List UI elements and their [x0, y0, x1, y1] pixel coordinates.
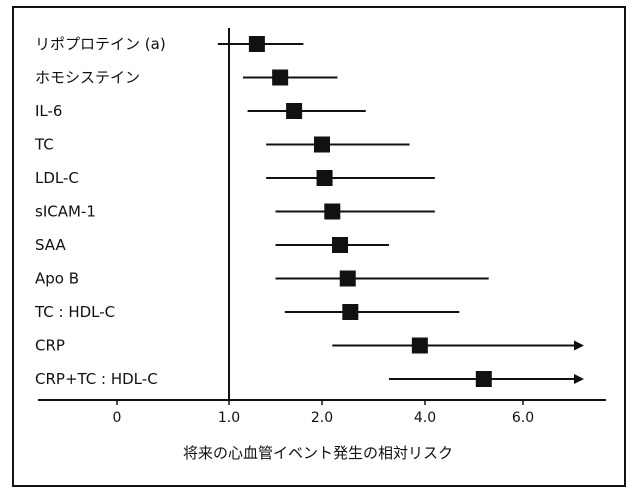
x-tick-label: 6.0 [512, 410, 534, 426]
point-estimate [411, 337, 428, 354]
forest-row: ホモシステイン [35, 69, 338, 87]
point-estimate [324, 203, 341, 220]
point-estimate [314, 136, 330, 153]
forest-row: Apo B [35, 270, 489, 288]
forest-row: TC : HDL-C [34, 303, 460, 321]
point-estimate [316, 170, 333, 186]
forest-row: CRP [35, 337, 584, 355]
row-label: IL-6 [35, 102, 62, 120]
forest-row: TC [34, 136, 410, 154]
row-label: TC : HDL-C [34, 303, 115, 321]
forest-row: IL-6 [35, 102, 366, 120]
forest-row: LDL-C [35, 169, 435, 187]
row-label: CRP [35, 337, 65, 355]
point-estimate [475, 371, 492, 387]
x-tick-label: 2.0 [311, 410, 333, 426]
row-label: TC [34, 136, 54, 154]
x-axis-label: 将来の心血管イベント発生の相対リスク [183, 444, 453, 462]
row-label: sICAM-1 [35, 203, 96, 221]
row-label: SAA [35, 236, 66, 254]
point-estimate [272, 69, 289, 86]
point-estimate [342, 304, 359, 320]
row-label: CRP+TC : HDL-C [35, 370, 158, 388]
row-label: Apo B [35, 270, 79, 288]
point-estimate [286, 103, 303, 119]
x-tick-label: 1.0 [218, 410, 240, 426]
forest-row: CRP+TC : HDL-C [35, 370, 584, 388]
ci-arrowhead [574, 340, 584, 351]
x-tick-label: 4.0 [414, 410, 436, 426]
forest-row: SAA [35, 236, 389, 254]
rows-layer: リポプロテイン (a) ホモシステイン IL-6 TC LDL-C sICAM-1 SAA A… [34, 35, 584, 388]
point-estimate [339, 270, 356, 287]
row-label: LDL-C [35, 169, 79, 187]
ci-arrowhead [574, 374, 584, 384]
row-label: ホモシステイン [35, 69, 140, 87]
chart-border [12, 6, 626, 487]
row-label: リポプロテイン (a) [35, 35, 166, 53]
x-tick-label: 0 [113, 410, 122, 426]
point-estimate [332, 237, 349, 253]
x-tick-labels: 0 1.0 2.0 4.0 6.0 [113, 400, 534, 426]
point-estimate [248, 36, 265, 52]
forest-row: リポプロテイン (a) [35, 35, 304, 53]
forest-row: sICAM-1 [35, 203, 435, 221]
